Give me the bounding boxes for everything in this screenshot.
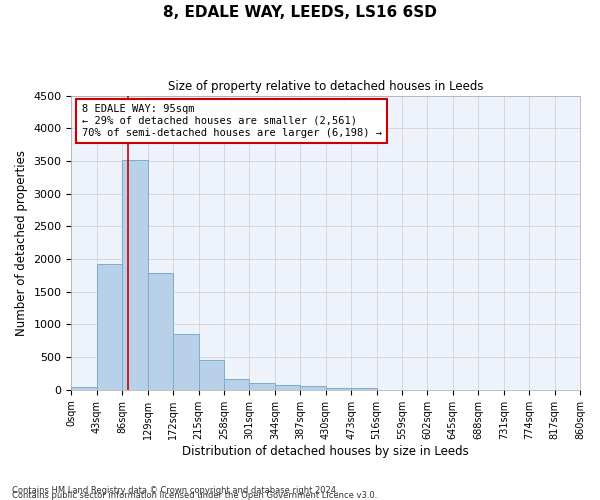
Bar (148, 273, 173, 390)
Bar (199, 360, 224, 390)
X-axis label: Distribution of detached houses by size in Leeds: Distribution of detached houses by size … (182, 444, 469, 458)
Bar (173, 334, 199, 390)
Text: Contains HM Land Registry data © Crown copyright and database right 2024.: Contains HM Land Registry data © Crown c… (12, 486, 338, 495)
Bar (97, 264, 122, 390)
Title: Size of property relative to detached houses in Leeds: Size of property relative to detached ho… (168, 80, 484, 93)
Bar (275, 386, 300, 390)
Bar (300, 386, 326, 390)
Bar (351, 388, 377, 390)
Bar (71, 386, 97, 390)
Bar (224, 379, 250, 390)
Bar (122, 160, 148, 390)
Y-axis label: Number of detached properties: Number of detached properties (15, 150, 28, 336)
Bar (326, 388, 351, 390)
Text: 8 EDALE WAY: 95sqm
← 29% of detached houses are smaller (2,561)
70% of semi-deta: 8 EDALE WAY: 95sqm ← 29% of detached hou… (82, 104, 382, 138)
Bar (250, 384, 275, 390)
Text: Contains public sector information licensed under the Open Government Licence v3: Contains public sector information licen… (12, 491, 377, 500)
Text: 8, EDALE WAY, LEEDS, LS16 6SD: 8, EDALE WAY, LEEDS, LS16 6SD (163, 5, 437, 20)
